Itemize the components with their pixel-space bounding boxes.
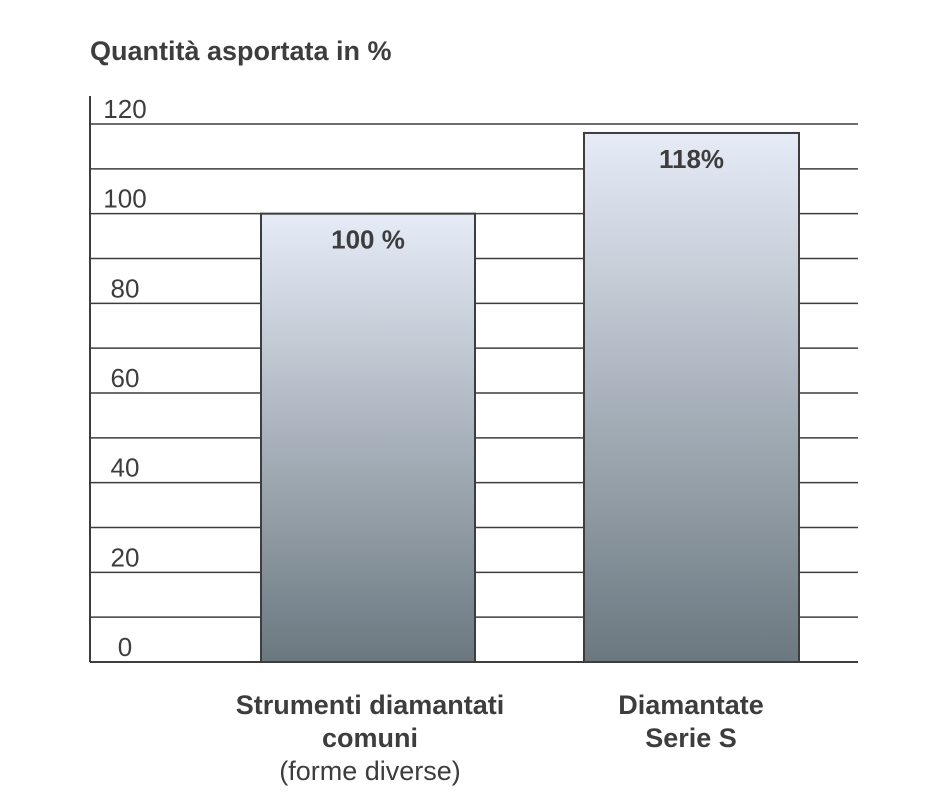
bar-1 (583, 131, 800, 663)
data-labels: 100 % 118% (331, 144, 724, 255)
y-tick-label: 60 (111, 363, 140, 393)
chart-title: Quantità asportata in % (90, 36, 392, 66)
y-tick-label: 40 (111, 453, 140, 483)
category-label-0-line-2: comuni (321, 723, 418, 753)
data-label-1: 118% (659, 144, 724, 174)
category-label-0: Strumenti diamantati comuni (forme diver… (190, 689, 550, 788)
category-label-1-line-1: Diamantate (618, 690, 764, 720)
category-label-0-line-1: Strumenti diamantati (235, 690, 505, 720)
y-tick-label: 100 (103, 184, 146, 214)
y-tick-label: 20 (111, 542, 140, 572)
bar-0 (260, 212, 476, 664)
category-label-1: Diamantate Serie S (541, 689, 841, 755)
y-tick-label: 80 (111, 273, 140, 303)
y-tick-label: 0 (118, 632, 132, 662)
data-label-0: 100 % (331, 225, 405, 255)
category-label-0-line-3: (forme diverse) (279, 756, 461, 786)
bars (260, 131, 800, 664)
category-label-1-line-2: Serie S (645, 723, 737, 753)
y-tick-labels: 0 20 40 60 80 100 120 (103, 94, 146, 662)
y-tick-label: 120 (103, 94, 146, 124)
